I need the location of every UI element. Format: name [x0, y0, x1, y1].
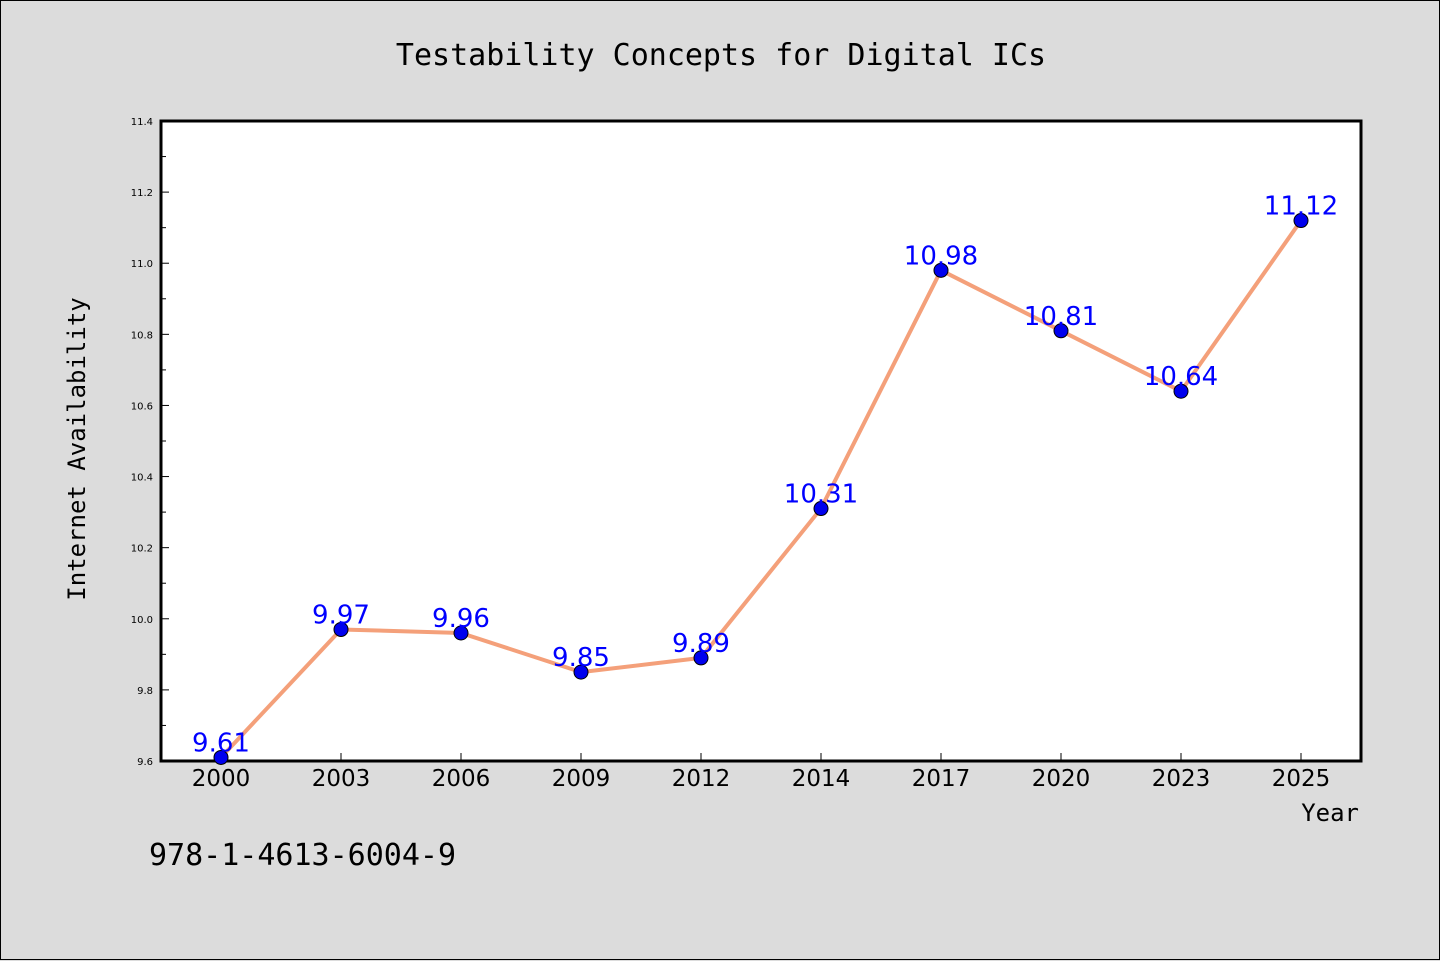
data-point: [573, 664, 589, 680]
data-label: 9.96: [432, 604, 490, 634]
data-point: [213, 749, 229, 765]
plot-area: [159, 119, 1363, 763]
footer-text: 978-1-4613-6004-9: [149, 838, 456, 873]
data-point: [333, 621, 349, 637]
x-tick-label: 2020: [1032, 766, 1091, 792]
data-point: [933, 262, 949, 278]
data-label: 9.89: [672, 629, 730, 659]
x-axis-label: Year: [1301, 799, 1359, 827]
chart-title: Testability Concepts for Digital ICs: [396, 38, 1046, 73]
data-point: [693, 650, 709, 666]
data-label: 9.61: [192, 728, 250, 758]
data-label: 10.31: [784, 480, 858, 510]
series-line-group: [219, 219, 1303, 759]
y-tick-label: 11.0: [131, 259, 153, 270]
y-axis-ticks: 9.6 9.8 10.0 10.2 10.4 10.6 10.8 11.0 11.2 11.4: [131, 117, 169, 768]
data-label: 11.12: [1264, 192, 1338, 222]
data-point: [1293, 213, 1309, 229]
data-point: [1053, 323, 1069, 339]
y-tick-label: 9.8: [137, 686, 153, 697]
x-tick-label: 2009: [552, 766, 611, 792]
x-tick-label: 2025: [1272, 766, 1331, 792]
data-point: [813, 501, 829, 517]
x-tick-label: 2017: [912, 766, 971, 792]
data-label: 9.85: [552, 643, 610, 673]
y-tick-label: 10.8: [131, 330, 153, 341]
x-tick-label: 2006: [432, 766, 491, 792]
data-point: [1173, 383, 1189, 399]
y-tick-label: 11.2: [131, 188, 153, 199]
series-line: [219, 219, 1303, 759]
data-label: 9.97: [312, 600, 370, 630]
x-tick-label: 2012: [672, 766, 731, 792]
y-tick-label: 11.4: [131, 117, 153, 128]
marker-group: [213, 213, 1309, 765]
x-tick-label: 2003: [312, 766, 371, 792]
data-label: 10.98: [904, 241, 978, 271]
data-label-group: 9.61 9.97 9.96 9.85 9.89 10.31 10.98 10.81 10.64…: [192, 192, 1338, 759]
y-tick-label: 9.6: [137, 757, 153, 768]
y-axis-label: Internet Availability: [63, 297, 91, 600]
data-label: 10.81: [1024, 302, 1098, 332]
x-tick-label: 2014: [792, 766, 851, 792]
y-tick-label: 10.4: [131, 473, 153, 484]
data-point: [453, 625, 469, 641]
y-tick-label: 10.6: [131, 401, 153, 412]
y-tick-label: 10.0: [131, 615, 153, 626]
x-tick-label: 2000: [192, 766, 251, 792]
data-label: 10.64: [1144, 362, 1218, 392]
x-tick-label: 2023: [1152, 766, 1211, 792]
y-tick-label: 10.2: [131, 544, 153, 555]
